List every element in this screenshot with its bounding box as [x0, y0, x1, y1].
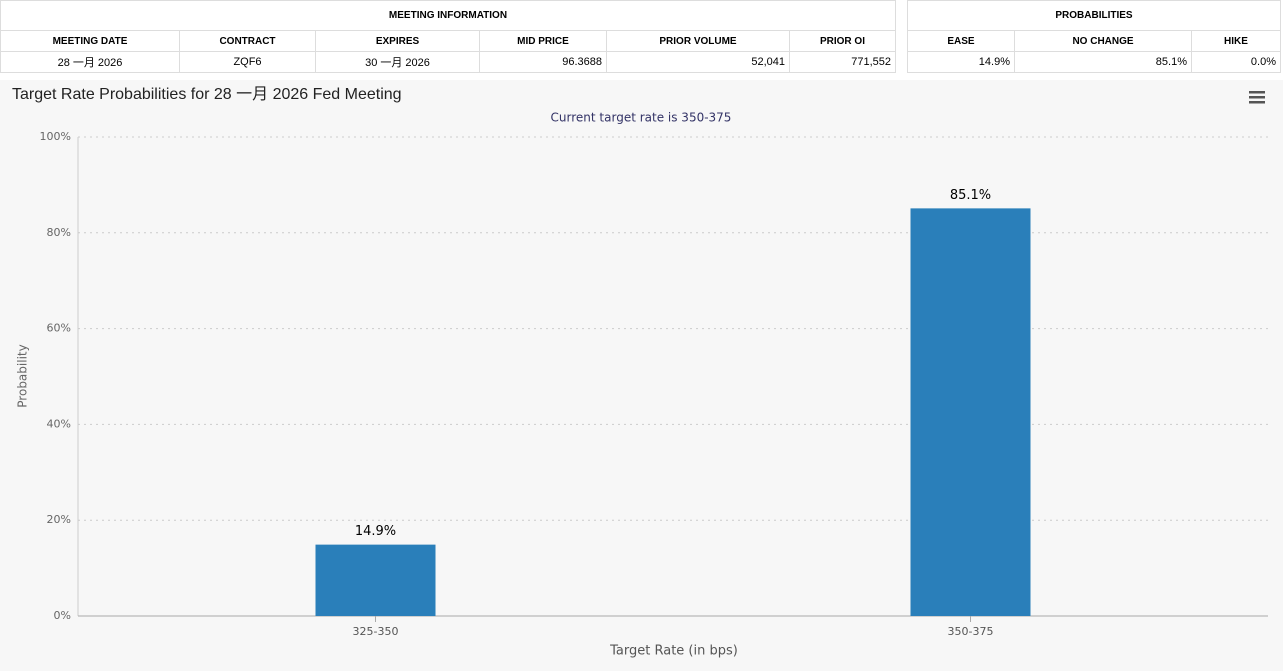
meeting-info-table: MEETING INFORMATION MEETING DATE CONTRAC… [0, 0, 896, 73]
chart-title: Target Rate Probabilities for 28 一月 2026… [12, 86, 402, 103]
cell: 28 一月 2026 [0, 51, 180, 73]
y-tick-label: 80% [47, 226, 71, 239]
x-tick-label: 350-375 [948, 625, 994, 638]
y-tick-label: 60% [47, 322, 71, 335]
column-header: MID PRICE [479, 30, 607, 52]
y-tick-label: 20% [47, 513, 71, 526]
probabilities-table: PROBABILITIES EASE NO CHANGE HIKE 14.9% … [907, 0, 1281, 73]
cell: 52,041 [606, 51, 790, 73]
data-label: 14.9% [355, 524, 396, 539]
cell: 96.3688 [479, 51, 607, 73]
column-header: CONTRACT [179, 30, 316, 52]
chart-subtitle: Current target rate is 350-375 [551, 111, 732, 125]
x-axis-label: Target Rate (in bps) [609, 644, 738, 659]
cell: 85.1% [1014, 51, 1192, 73]
column-header: HIKE [1191, 30, 1281, 52]
menu-bar [1249, 96, 1265, 99]
bar [315, 544, 436, 616]
column-header: EASE [907, 30, 1015, 52]
x-tick-label: 325-350 [353, 625, 399, 638]
column-header: PRIOR OI [789, 30, 896, 52]
menu-bar [1249, 91, 1265, 94]
cell: 14.9% [907, 51, 1015, 73]
table-title: MEETING INFORMATION [0, 0, 896, 31]
y-tick-label: 100% [40, 130, 71, 143]
cell: ZQF6 [179, 51, 316, 73]
y-tick-label: 40% [47, 417, 71, 430]
column-header: NO CHANGE [1014, 30, 1192, 52]
cell: 0.0% [1191, 51, 1281, 73]
menu-bar [1249, 101, 1265, 104]
chart-background [0, 80, 1283, 671]
bar [910, 208, 1031, 616]
cell: 771,552 [789, 51, 896, 73]
chart: Target Rate Probabilities for 28 一月 2026… [0, 80, 1283, 671]
data-label: 85.1% [950, 188, 991, 203]
cell: 30 一月 2026 [315, 51, 480, 73]
table-title: PROBABILITIES [907, 0, 1281, 31]
column-header: EXPIRES [315, 30, 480, 52]
column-header: MEETING DATE [0, 30, 180, 52]
menu-button[interactable] [1249, 91, 1265, 104]
y-axis-label: Probability [16, 344, 30, 407]
y-tick-label: 0% [54, 609, 71, 622]
column-header: PRIOR VOLUME [606, 30, 790, 52]
